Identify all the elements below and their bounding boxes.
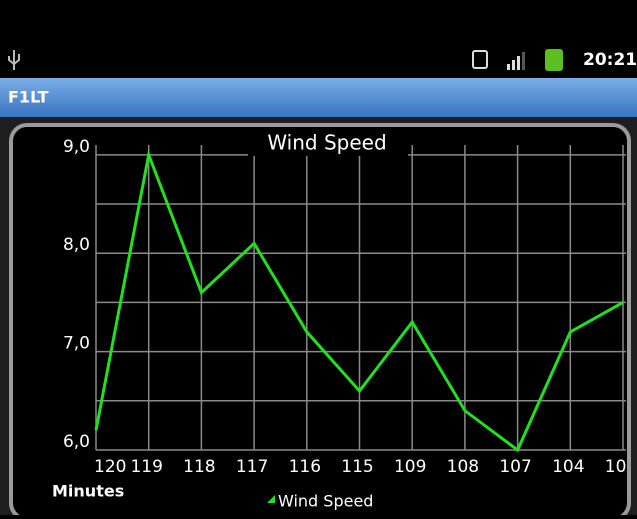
app-bar xyxy=(0,78,637,117)
legend-label: Wind Speed xyxy=(278,492,373,511)
x-tick-label: 115 xyxy=(341,457,373,477)
clock: 20:21 xyxy=(583,50,637,70)
x-tick-label: 119 xyxy=(130,457,162,477)
battery-icon xyxy=(545,49,563,71)
data-line xyxy=(94,149,624,453)
x-tick-label: 117 xyxy=(236,457,268,477)
x-tick-label: 116 xyxy=(289,457,321,477)
x-tick-label: 118 xyxy=(183,457,215,477)
x-tick-label: 103 xyxy=(605,457,637,477)
x-tick-label: 107 xyxy=(499,457,531,477)
usb-icon xyxy=(8,50,20,70)
vibrate-icon xyxy=(472,50,488,69)
x-tick-label: 108 xyxy=(447,457,479,477)
chart-frame xyxy=(9,123,631,519)
chart-title: Wind Speed xyxy=(267,131,386,155)
app-title: F1LT xyxy=(8,88,49,107)
x-tick-label: 109 xyxy=(394,457,426,477)
x-tick-label: 104 xyxy=(552,457,584,477)
x-tick-label: 120 xyxy=(94,457,126,477)
status-bar xyxy=(0,0,637,78)
title-bg xyxy=(248,132,408,156)
signal-icon xyxy=(507,52,525,70)
chart: 6,0 7,0 8,0 9,0 120 119 118 117 116 115 109 108 107 1… xyxy=(52,131,637,511)
y-tick-label: 8,0 xyxy=(63,235,90,255)
x-axis-label: Minutes xyxy=(52,482,124,501)
legend-swatch xyxy=(267,495,275,503)
y-tick-label: 7,0 xyxy=(63,334,90,354)
y-tick-label: 9,0 xyxy=(63,137,90,157)
y-tick-label: 6,0 xyxy=(63,432,90,452)
